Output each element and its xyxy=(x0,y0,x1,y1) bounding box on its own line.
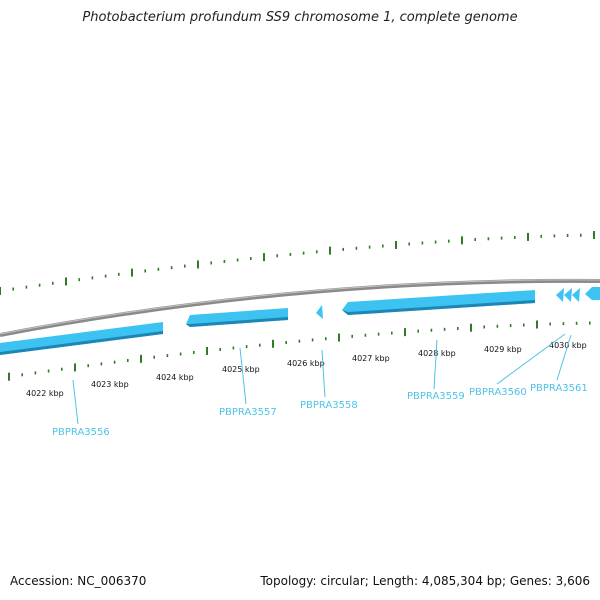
gene-arrow[interactable] xyxy=(186,308,288,327)
gene-labels: PBPRA3556 PBPRA3557 PBPRA3558 PBPRA3559 … xyxy=(52,383,588,438)
gene-label[interactable]: PBPRA3559 xyxy=(407,391,465,402)
leader-line xyxy=(321,349,326,398)
map-title: Photobacterium profundum SS9 chromosome … xyxy=(82,10,518,25)
gene-label[interactable]: PBPRA3558 xyxy=(300,400,358,411)
gene-arrow[interactable] xyxy=(316,305,323,319)
kbp-label: 4029 kbp xyxy=(484,345,522,354)
genome-backbone-highlight xyxy=(0,279,600,335)
outer-tick-row xyxy=(0,231,595,295)
kbp-label: 4028 kbp xyxy=(418,349,456,358)
genome-backbone xyxy=(0,278,600,337)
kbp-label: 4024 kbp xyxy=(156,373,194,382)
leader-line xyxy=(496,333,566,385)
kbp-label: 4026 kbp xyxy=(287,359,325,368)
gene-label[interactable]: PBPRA3560 xyxy=(469,387,527,398)
genome-summary-text: Topology: circular; Length: 4,085,304 bp… xyxy=(260,574,590,588)
kbp-label: 4025 kbp xyxy=(222,365,260,374)
kbp-label: 4023 kbp xyxy=(91,380,129,389)
gene-arrow-edge xyxy=(342,300,535,315)
leader-line xyxy=(72,379,79,425)
gene-arrow[interactable] xyxy=(556,288,564,302)
gene-arrow-edge xyxy=(186,317,288,327)
kbp-label: 4027 kbp xyxy=(352,354,390,363)
leader-line xyxy=(239,347,247,405)
gene-track xyxy=(0,287,600,355)
gene-arrow[interactable] xyxy=(342,290,535,315)
kbp-label: 4022 kbp xyxy=(26,389,64,398)
leader-line xyxy=(556,334,572,381)
label-leaders xyxy=(72,333,572,425)
gene-arrow-edge xyxy=(0,331,163,355)
leader-line xyxy=(433,339,438,390)
gene-label[interactable]: PBPRA3556 xyxy=(52,427,110,438)
gene-label[interactable]: PBPRA3561 xyxy=(530,383,588,394)
accession-text: Accession: NC_006370 xyxy=(10,574,147,588)
inner-tick-row xyxy=(8,320,591,381)
gene-arrow[interactable] xyxy=(585,287,600,300)
gene-arrow[interactable] xyxy=(564,288,572,302)
gene-label[interactable]: PBPRA3557 xyxy=(219,407,277,418)
gene-arrow[interactable] xyxy=(572,288,580,302)
